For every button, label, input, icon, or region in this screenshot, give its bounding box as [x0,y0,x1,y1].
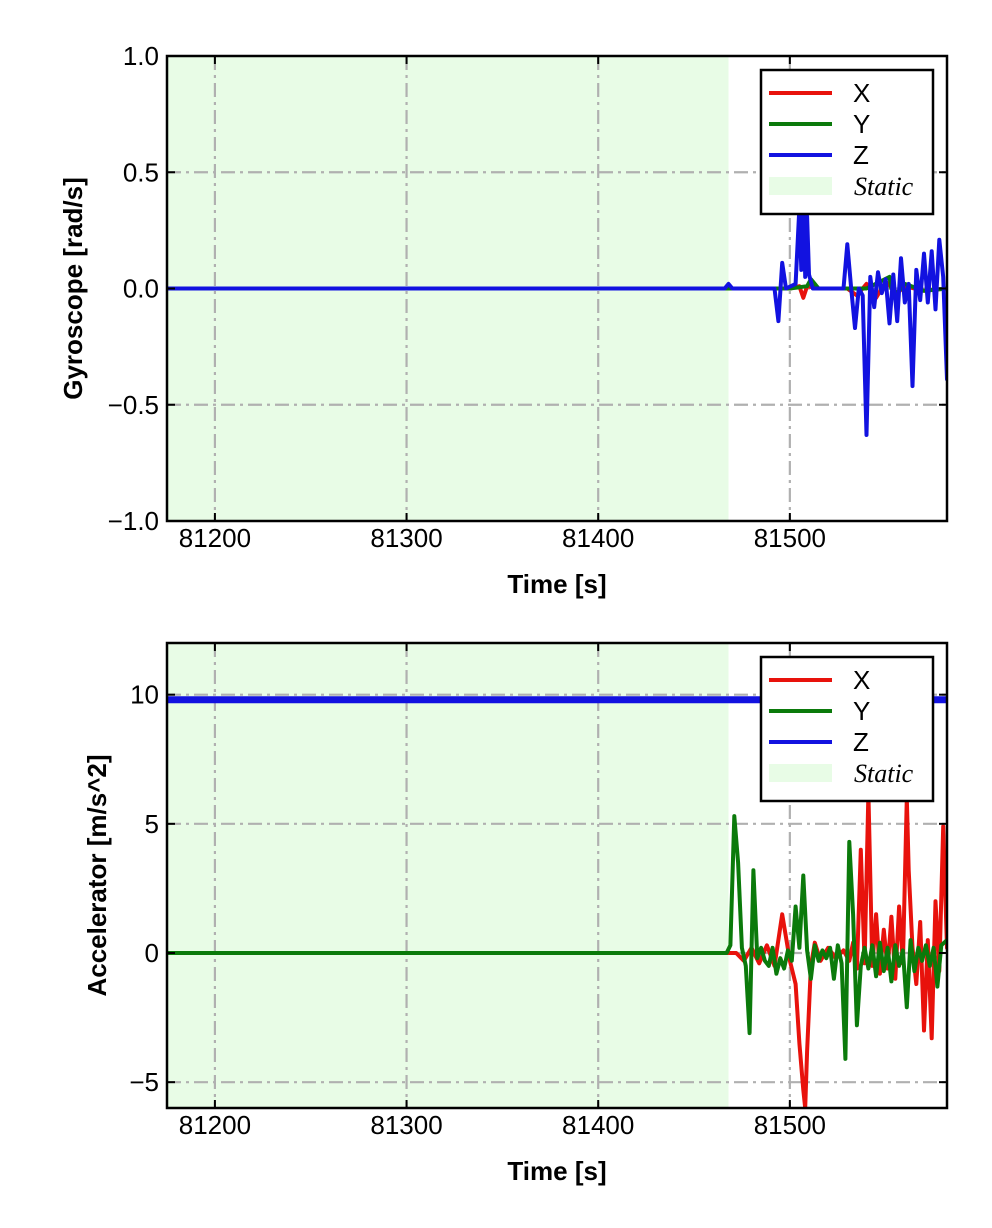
legend: X Y Z Static [759,68,935,216]
legend-label-static: Static [854,759,914,788]
gyroscope-chart: 81200 81300 81400 81500 −1.0 −0.5 0.0 0.5 1.0 Ti… [58,41,949,599]
y-tick-label: 10 [130,680,159,710]
y-axis-label: Gyroscope [rad/s] [58,177,88,400]
y-tick-label: 1.0 [123,41,159,71]
series-lines [167,181,947,437]
accelerator-chart: 81200 81300 81400 81500 −5 0 5 10 Time [s] Acce… [82,641,949,1186]
legend-swatch-static [769,177,832,195]
y-tick-label: −1.0 [108,506,159,536]
axis-ticks: 81200 81300 81400 81500 −1.0 −0.5 0.0 0.5 1.0 [108,41,947,553]
legend-swatch-static [769,764,832,782]
x-tick-label: 81200 [179,523,251,553]
legend-label-z: Z [853,727,869,757]
series-line-x [167,790,947,1108]
axis-ticks: 81200 81300 81400 81500 −5 0 5 10 [129,643,947,1140]
legend-label-static: Static [854,172,914,201]
y-tick-label: 0.5 [123,157,159,187]
legend-label-z: Z [853,140,869,170]
y-tick-label: −5 [129,1067,159,1097]
y-tick-label: 0 [145,938,159,968]
x-tick-label: 81500 [754,523,826,553]
y-tick-label: 5 [145,809,159,839]
legend-label-x: X [853,78,870,108]
legend-label-x: X [853,665,870,695]
legend-label-y: Y [853,109,870,139]
series-line-z [167,181,947,437]
y-tick-label: 0.0 [123,274,159,304]
x-tick-label: 81200 [179,1110,251,1140]
static-shading [167,643,729,1108]
legend: X Y Z Static [759,655,935,803]
x-tick-label: 81400 [562,1110,634,1140]
static-region [167,643,729,1108]
x-tick-label: 81300 [370,523,442,553]
x-tick-label: 81500 [754,1110,826,1140]
legend-label-y: Y [853,696,870,726]
series-line-y [167,814,947,1061]
y-axis-label: Accelerator [m/s^2] [82,754,112,996]
plot-frame [165,641,949,1110]
x-axis-label: Time [s] [507,1156,606,1186]
x-tick-label: 81400 [562,523,634,553]
y-tick-label: −0.5 [108,390,159,420]
x-tick-label: 81300 [370,1110,442,1140]
x-axis-label: Time [s] [507,569,606,599]
